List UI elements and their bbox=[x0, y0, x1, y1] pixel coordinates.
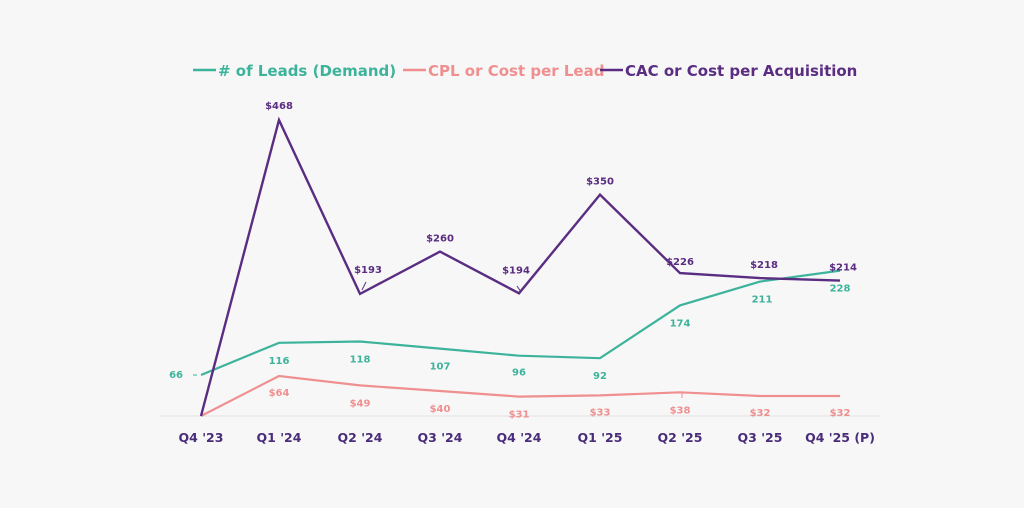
data-label-s1-4: $31 bbox=[509, 410, 530, 421]
data-label-s2-4: $194 bbox=[502, 265, 530, 276]
data-label-s1-8: $32 bbox=[830, 408, 851, 419]
x-tick-label-6: Q2 '25 bbox=[658, 430, 703, 445]
data-label-s0-1: 116 bbox=[269, 356, 290, 367]
data-label-s2-6: $226 bbox=[666, 257, 694, 268]
data-label-s2-1: $468 bbox=[265, 101, 293, 112]
data-label-s0-0: 66 bbox=[169, 370, 183, 381]
data-label-s0-4: 96 bbox=[512, 368, 526, 379]
label-leader-1 bbox=[361, 281, 367, 291]
data-label-s1-1: $64 bbox=[269, 388, 290, 399]
data-label-s2-3: $260 bbox=[426, 234, 454, 245]
series-line-1 bbox=[200, 374, 840, 417]
data-label-s0-7: 211 bbox=[752, 295, 773, 306]
legend-label-cac: CAC or Cost per Acquisition bbox=[625, 62, 857, 80]
data-label-s1-3: $40 bbox=[430, 404, 451, 415]
data-label-s0-8: 228 bbox=[830, 284, 851, 295]
data-label-s1-7: $32 bbox=[750, 408, 771, 419]
x-axis-ticks: Q4 '23 Q1 '24 Q2 '24 Q3 '24 Q4 '24 Q1 '25 Q2 '… bbox=[179, 430, 875, 445]
data-label-s0-6: 174 bbox=[670, 318, 691, 329]
data-label-s2-7: $218 bbox=[750, 260, 778, 271]
x-tick-label-3: Q3 '24 bbox=[418, 430, 463, 445]
data-labels: 66 116 118 107 96 92 174 211 228 $64 $49 $40 $31 $33 $… bbox=[169, 101, 857, 421]
series-line-0 bbox=[200, 269, 841, 377]
x-tick-label-2: Q2 '24 bbox=[338, 430, 383, 445]
chart-legend: # of Leads (Demand) CPL or Cost per Lead… bbox=[193, 62, 857, 80]
legend-label-cpl: CPL or Cost per Lead bbox=[428, 62, 604, 80]
x-tick-label-4: Q4 '24 bbox=[497, 430, 542, 445]
data-label-s2-5: $350 bbox=[586, 177, 614, 188]
data-label-s2-8: $214 bbox=[829, 263, 857, 274]
series-layer bbox=[199, 116, 841, 417]
x-tick-label-5: Q1 '25 bbox=[578, 430, 623, 445]
data-label-s0-5: 92 bbox=[593, 371, 607, 382]
x-tick-label-0: Q4 '23 bbox=[179, 430, 224, 445]
data-label-s0-2: 118 bbox=[350, 354, 371, 365]
data-label-s1-6: $38 bbox=[670, 405, 691, 416]
label-leader-2 bbox=[516, 285, 522, 293]
legend-label-leads: # of Leads (Demand) bbox=[218, 62, 396, 80]
x-tick-label-1: Q1 '24 bbox=[257, 430, 302, 445]
x-tick-label-8: Q4 '25 (P) bbox=[805, 430, 875, 445]
x-tick-label-7: Q3 '25 bbox=[738, 430, 783, 445]
data-label-s0-3: 107 bbox=[430, 362, 451, 373]
data-label-s1-2: $49 bbox=[350, 398, 371, 409]
data-label-s1-5: $33 bbox=[590, 407, 611, 418]
data-label-s2-2: $193 bbox=[354, 265, 382, 276]
